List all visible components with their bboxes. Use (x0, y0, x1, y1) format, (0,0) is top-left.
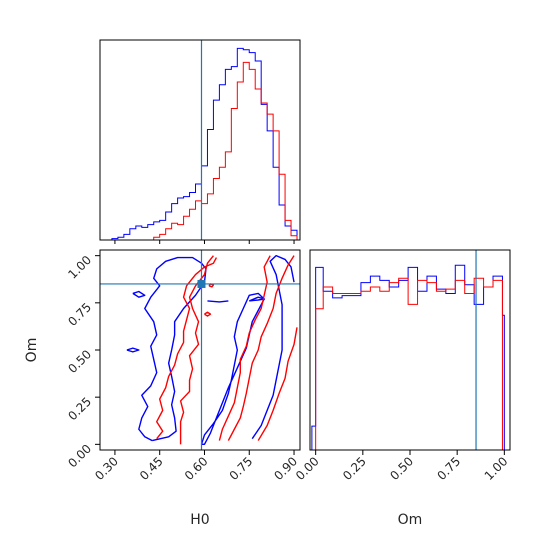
om-histogram-layer (311, 250, 505, 451)
histogram-series-0 (311, 264, 505, 450)
contour-series-0-line-3 (126, 347, 140, 353)
om-y-axis-label: Om (24, 338, 40, 363)
om-marginal-panel: 0.00 0.25 0.50 0.75 1.00 (293, 249, 511, 483)
contour-series-1-line-1 (156, 257, 218, 440)
joint-contour-layer (100, 250, 300, 450)
contour-series-0-line-2 (251, 254, 295, 440)
contour-series-0-line-0 (138, 256, 207, 442)
contour-series-1-line-3 (227, 255, 295, 441)
contour-series-1-line-5 (204, 311, 212, 317)
om-marginal-tick-layer: 0.00 0.25 0.50 0.75 1.00 (293, 450, 510, 483)
h0-histogram-layer (100, 40, 298, 241)
contour-series-0-line-5 (207, 300, 229, 303)
h0-axis-label: H0 (190, 512, 209, 528)
om-x-axis-label: Om (398, 512, 423, 528)
contour-series-0-line-6 (248, 296, 265, 302)
h0-marginal-panel (99, 39, 301, 244)
h0-marginal-plot-area (100, 40, 300, 240)
h0-marginal-tick-layer (114, 240, 295, 244)
contour-series-1-line-6 (208, 283, 215, 288)
joint-clipped-group (100, 250, 300, 450)
contour-series-1-line-2 (218, 255, 271, 441)
contour-series-1-line-4 (257, 327, 298, 441)
histogram-series-1 (100, 61, 298, 241)
om-marginal-plot-area (310, 250, 510, 450)
truth-marker (197, 279, 206, 288)
contour-series-0-line-4 (132, 290, 146, 298)
joint-contour-panel: 0.30 0.45 0.60 0.75 0.900.000.250.500.751.00 (65, 249, 301, 483)
h0-marginal-frame (99, 39, 301, 241)
contour-series-0-line-1 (200, 292, 265, 446)
